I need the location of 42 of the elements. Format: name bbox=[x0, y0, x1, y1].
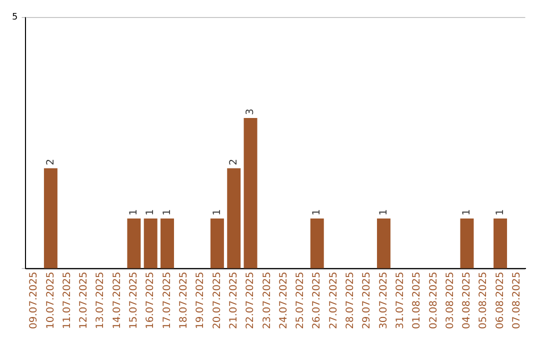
data-label: 1 bbox=[162, 209, 173, 216]
x-tick-label: 31.07.2025 bbox=[394, 272, 406, 330]
x-tick-label: 15.07.2025 bbox=[128, 272, 140, 330]
x-tick-label: 25.07.2025 bbox=[295, 272, 306, 330]
x-tick-label: 27.07.2025 bbox=[328, 272, 340, 330]
data-label: 1 bbox=[128, 209, 140, 216]
data-label: 2 bbox=[228, 158, 240, 166]
data-label: 3 bbox=[245, 108, 256, 115]
x-tick-label: 09.07.2025 bbox=[28, 272, 40, 330]
x-tick-label: 07.08.2025 bbox=[512, 272, 523, 330]
data-label: 1 bbox=[312, 209, 323, 216]
x-tick-label: 06.08.2025 bbox=[494, 272, 506, 330]
x-tick-label: 05.08.2025 bbox=[478, 272, 490, 330]
data-label: 1 bbox=[462, 209, 473, 216]
x-tick-label: 28.07.2025 bbox=[345, 272, 356, 330]
x-tick-label: 20.07.2025 bbox=[212, 272, 223, 330]
data-label: 1 bbox=[494, 209, 506, 216]
x-tick-label: 12.07.2025 bbox=[78, 272, 90, 330]
x-tick-label: 03.08.2025 bbox=[444, 272, 456, 330]
x-tick-label: 17.07.2025 bbox=[162, 272, 173, 330]
x-tick-label: 30.07.2025 bbox=[378, 272, 390, 330]
x-tick-label: 22.07.2025 bbox=[245, 272, 256, 330]
x-tick-label: 24.07.2025 bbox=[278, 272, 290, 330]
x-tick-label: 16.07.2025 bbox=[145, 272, 156, 330]
data-label: 2 bbox=[45, 158, 56, 166]
y-tick-label: 5 bbox=[12, 12, 18, 23]
data-label: 1 bbox=[212, 209, 223, 216]
x-tick-label: 29.07.2025 bbox=[362, 272, 373, 330]
x-tick-label: 19.07.2025 bbox=[195, 272, 206, 330]
x-tick-label: 02.08.2025 bbox=[428, 272, 440, 330]
x-tick-label: 14.07.2025 bbox=[112, 272, 123, 330]
x-tick-label: 10.07.2025 bbox=[45, 272, 56, 330]
x-tick-label: 21.07.2025 bbox=[228, 272, 240, 330]
data-label: 1 bbox=[378, 209, 390, 216]
x-tick-label: 26.07.2025 bbox=[312, 272, 323, 330]
x-tick-label: 18.07.2025 bbox=[178, 272, 190, 330]
x-tick-label: 11.07.2025 bbox=[62, 272, 73, 330]
x-tick-label: 23.07.2025 bbox=[262, 272, 273, 330]
data-label: 1 bbox=[145, 209, 156, 216]
x-tick-label: 04.08.2025 bbox=[462, 272, 473, 330]
x-tick-label: 01.08.2025 bbox=[412, 272, 423, 330]
x-tick-label: 13.07.2025 bbox=[95, 272, 106, 330]
